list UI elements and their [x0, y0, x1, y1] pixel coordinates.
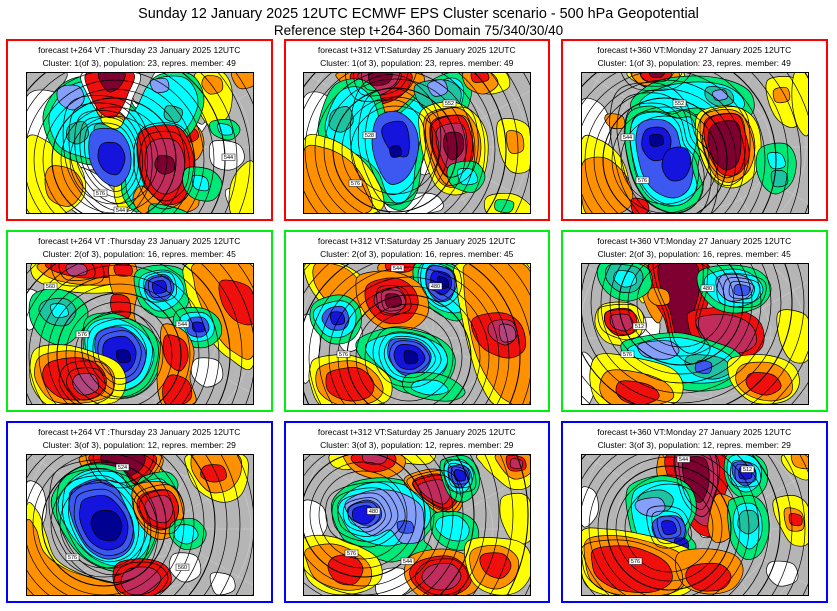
svg-text:528: 528: [365, 133, 374, 139]
svg-text:552: 552: [445, 101, 454, 107]
svg-text:480: 480: [702, 286, 711, 292]
svg-text:524: 524: [117, 465, 126, 471]
svg-text:576: 576: [630, 559, 639, 565]
svg-text:560: 560: [177, 565, 186, 571]
svg-text:576: 576: [67, 555, 76, 561]
svg-text:576: 576: [622, 352, 631, 358]
svg-text:544: 544: [223, 155, 232, 161]
svg-text:576: 576: [347, 551, 356, 557]
svg-text:544: 544: [177, 322, 186, 328]
svg-text:512: 512: [634, 324, 643, 330]
svg-text:480: 480: [369, 509, 378, 515]
svg-text:544: 544: [678, 457, 687, 463]
svg-text:544: 544: [622, 135, 631, 141]
svg-text:544: 544: [403, 559, 412, 565]
svg-text:480: 480: [431, 284, 440, 290]
svg-text:552: 552: [674, 101, 683, 107]
svg-text:512: 512: [742, 467, 751, 473]
svg-text:544: 544: [115, 208, 124, 214]
svg-text:576: 576: [95, 191, 104, 197]
svg-text:560: 560: [45, 284, 54, 290]
svg-text:544: 544: [393, 266, 402, 272]
svg-text:576: 576: [637, 178, 646, 184]
svg-text:576: 576: [339, 352, 348, 358]
svg-text:576: 576: [351, 181, 360, 187]
svg-text:576: 576: [77, 332, 86, 338]
